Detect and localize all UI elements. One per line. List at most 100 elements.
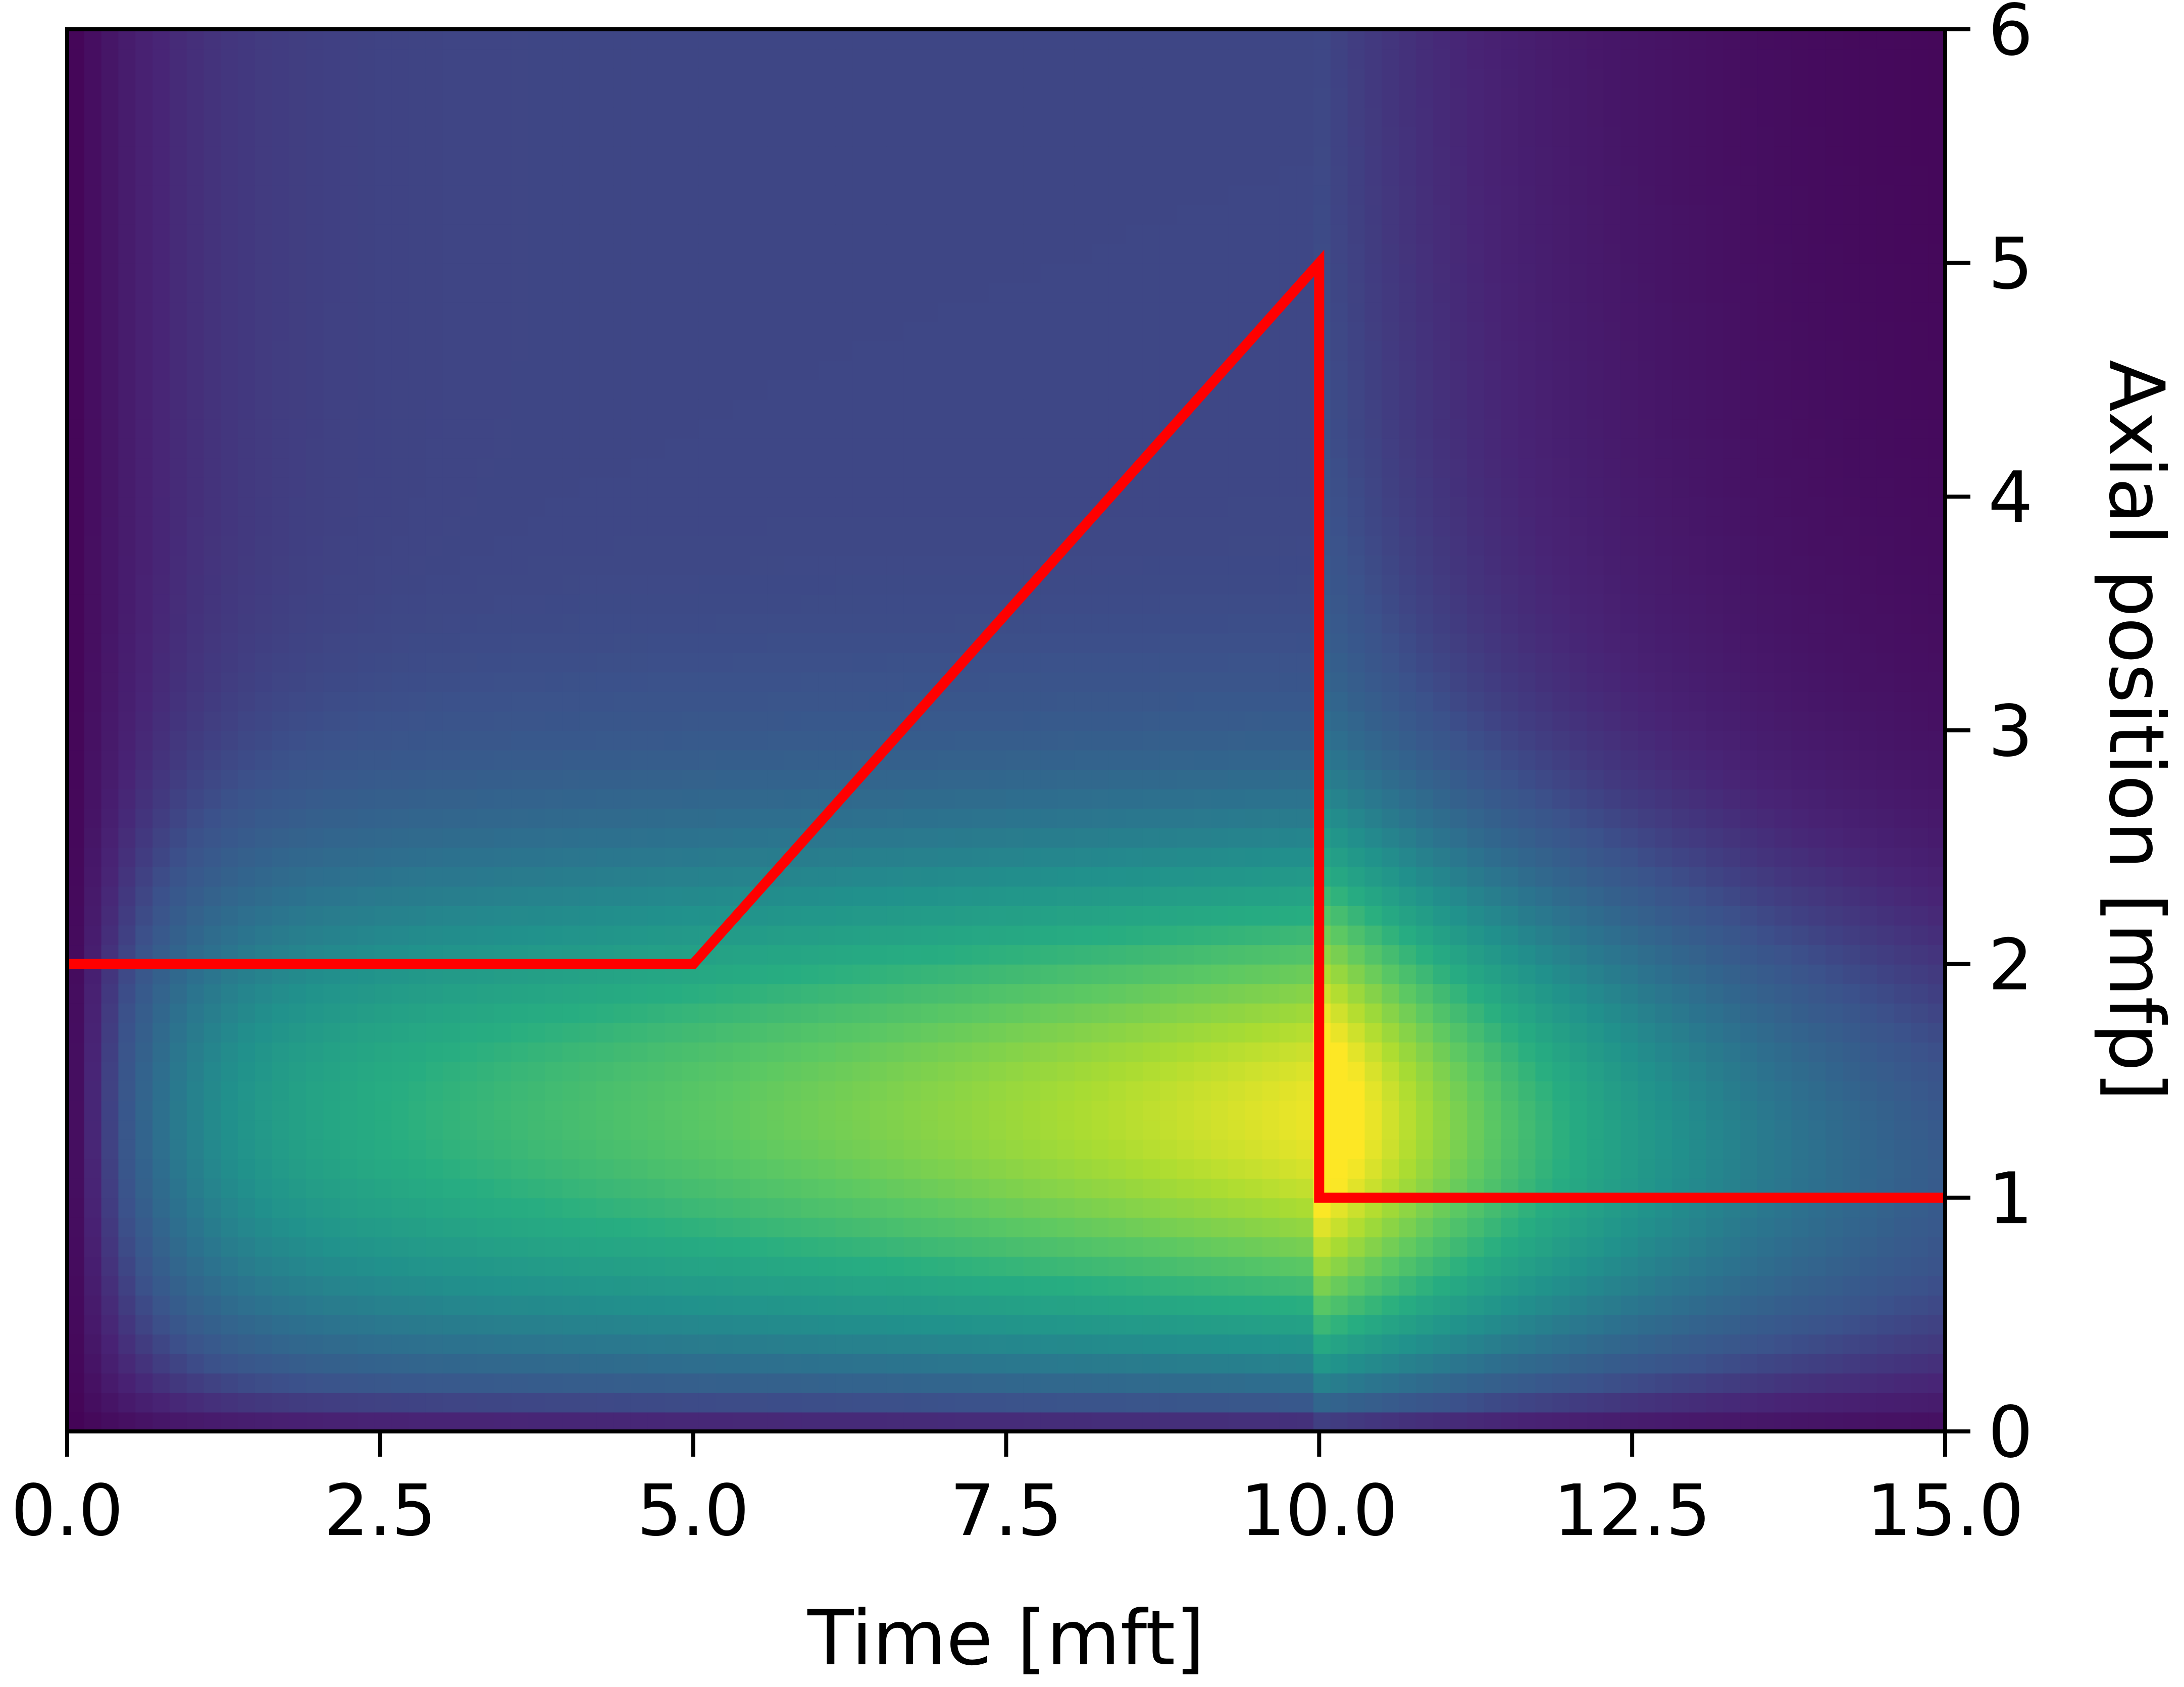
heatmap-cell bbox=[153, 126, 170, 147]
heatmap-cell bbox=[835, 535, 853, 556]
heatmap-cell bbox=[1159, 711, 1178, 731]
heatmap-cell bbox=[84, 1392, 102, 1413]
heatmap-cell bbox=[903, 1100, 922, 1121]
heatmap-cell bbox=[647, 633, 666, 653]
heatmap-cell bbox=[1040, 1373, 1058, 1393]
heatmap-cell bbox=[716, 750, 734, 770]
heatmap-cell bbox=[972, 1314, 990, 1335]
heatmap-cell bbox=[289, 711, 307, 731]
heatmap-cell bbox=[1057, 652, 1075, 673]
heatmap-cell bbox=[647, 1295, 666, 1315]
heatmap-cell bbox=[767, 1314, 785, 1335]
heatmap-cell bbox=[784, 126, 802, 147]
heatmap-cell bbox=[1006, 165, 1024, 186]
heatmap-cell bbox=[955, 1256, 973, 1276]
heatmap-cell bbox=[340, 1392, 358, 1413]
heatmap-cell bbox=[596, 107, 614, 127]
heatmap-cell bbox=[562, 477, 580, 498]
heatmap-cell bbox=[716, 399, 734, 420]
heatmap-cell bbox=[477, 419, 495, 439]
heatmap-cell bbox=[409, 1081, 426, 1101]
heatmap-cell bbox=[1194, 788, 1212, 809]
heatmap-cell bbox=[340, 1100, 358, 1121]
heatmap-cell bbox=[101, 29, 119, 49]
heatmap-cell bbox=[818, 964, 836, 984]
heatmap-cell bbox=[1040, 652, 1058, 673]
heatmap-cell bbox=[67, 866, 85, 887]
heatmap-cell bbox=[169, 1412, 187, 1432]
heatmap-cell bbox=[221, 750, 239, 770]
heatmap-cell bbox=[67, 360, 85, 380]
heatmap-cell bbox=[1091, 1003, 1109, 1023]
heatmap-cell bbox=[289, 925, 307, 946]
heatmap-cell bbox=[750, 516, 768, 536]
heatmap-cell bbox=[374, 613, 392, 634]
heatmap-cell bbox=[340, 1061, 358, 1081]
heatmap-cell bbox=[67, 594, 85, 614]
heatmap-cell bbox=[442, 769, 461, 789]
heatmap-cell bbox=[357, 613, 375, 634]
heatmap-cell bbox=[716, 185, 734, 205]
heatmap-cell bbox=[460, 633, 478, 653]
heatmap-cell bbox=[1194, 1217, 1212, 1237]
heatmap-cell bbox=[1228, 48, 1246, 69]
heatmap-cell bbox=[477, 672, 495, 692]
heatmap-cell bbox=[409, 1041, 426, 1062]
heatmap-cell bbox=[1159, 1392, 1178, 1413]
heatmap-cell bbox=[323, 1022, 341, 1043]
heatmap-cell bbox=[630, 477, 648, 498]
heatmap-cell bbox=[579, 1120, 597, 1140]
heatmap-cell bbox=[1023, 730, 1041, 751]
heatmap-cell bbox=[562, 185, 580, 205]
heatmap-cell bbox=[255, 1081, 273, 1101]
heatmap-cell bbox=[716, 672, 734, 692]
heatmap-cell bbox=[204, 652, 222, 673]
heatmap-cell bbox=[682, 1022, 699, 1043]
heatmap-cell bbox=[272, 827, 290, 848]
heatmap-cell bbox=[938, 29, 956, 49]
heatmap-cell bbox=[1194, 1353, 1212, 1374]
heatmap-cell bbox=[1194, 906, 1212, 926]
heatmap-cell bbox=[750, 1003, 768, 1023]
heatmap-cell bbox=[186, 906, 205, 926]
heatmap-cell bbox=[169, 555, 187, 575]
heatmap-cell bbox=[1126, 827, 1143, 848]
heatmap-cell bbox=[425, 866, 443, 887]
heatmap-cell bbox=[67, 769, 85, 789]
heatmap-cell bbox=[1023, 302, 1041, 322]
heatmap-cell bbox=[972, 1178, 990, 1199]
heatmap-cell bbox=[1177, 224, 1195, 244]
heatmap-cell bbox=[1194, 165, 1212, 186]
heatmap-cell bbox=[801, 1353, 819, 1374]
heatmap-cell bbox=[238, 205, 256, 225]
heatmap-cell bbox=[886, 1353, 904, 1374]
heatmap-cell bbox=[613, 360, 631, 380]
heatmap-cell bbox=[698, 827, 717, 848]
heatmap-cell bbox=[613, 1081, 631, 1101]
heatmap-cell bbox=[186, 1275, 205, 1296]
heatmap-cell bbox=[477, 535, 495, 556]
heatmap-cell bbox=[1177, 847, 1195, 867]
heatmap-cell bbox=[118, 788, 136, 809]
heatmap-cell bbox=[665, 87, 683, 108]
heatmap-cell bbox=[682, 243, 699, 264]
heatmap-cell bbox=[1177, 711, 1195, 731]
heatmap-cell bbox=[101, 672, 119, 692]
heatmap-cell bbox=[323, 29, 341, 49]
heatmap-cell bbox=[630, 906, 648, 926]
heatmap-cell bbox=[921, 107, 939, 127]
heatmap-cell bbox=[613, 1392, 631, 1413]
heatmap-cell bbox=[938, 1120, 956, 1140]
heatmap-cell bbox=[477, 185, 495, 205]
heatmap-cell bbox=[921, 1392, 939, 1413]
heatmap-cell bbox=[682, 1392, 699, 1413]
heatmap-cell bbox=[596, 769, 614, 789]
heatmap-cell bbox=[1228, 205, 1246, 225]
heatmap-cell bbox=[1108, 594, 1127, 614]
heatmap-cell bbox=[477, 205, 495, 225]
heatmap-cell bbox=[135, 1139, 154, 1160]
heatmap-cell bbox=[118, 1275, 136, 1296]
heatmap-cell bbox=[545, 750, 563, 770]
heatmap-cell bbox=[784, 477, 802, 498]
heatmap-cell bbox=[630, 1236, 648, 1257]
